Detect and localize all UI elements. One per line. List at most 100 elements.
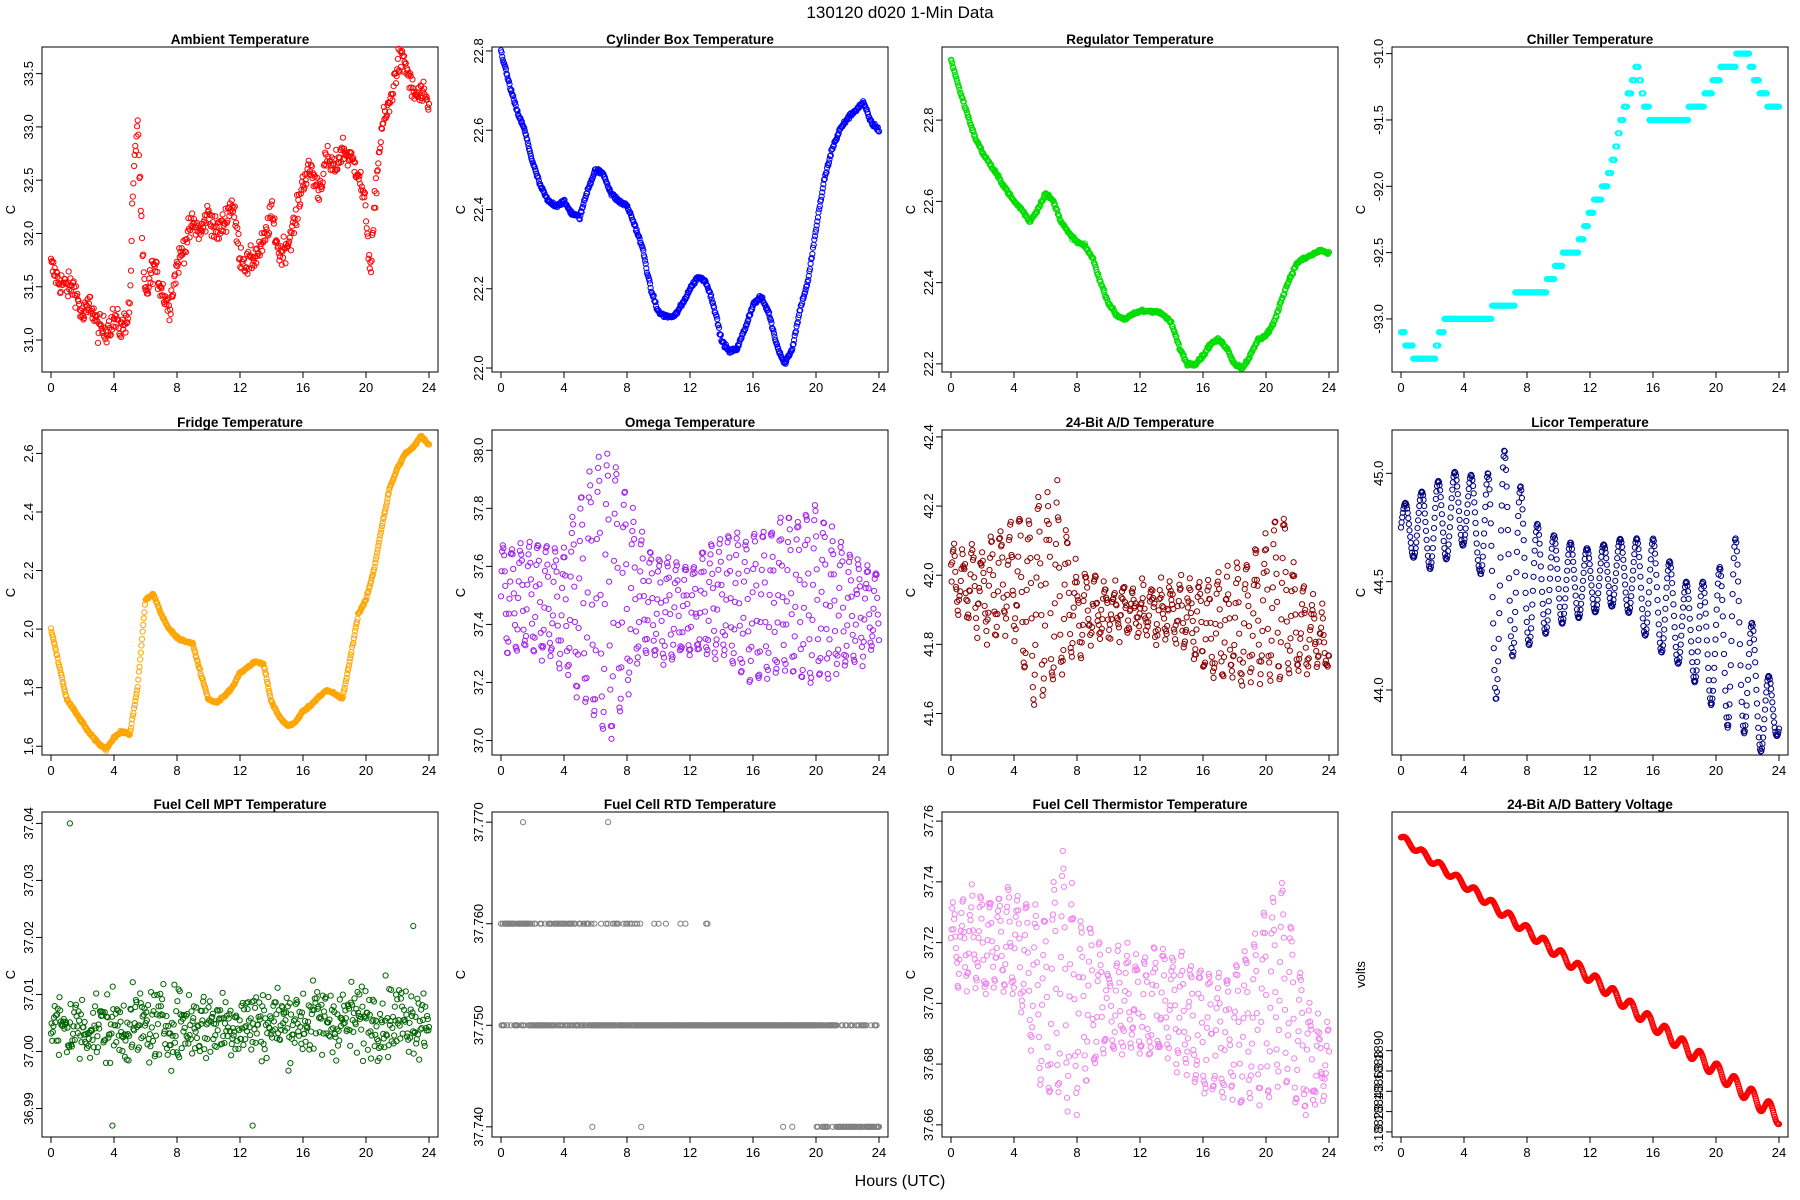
- y-tick-label: 41.6: [921, 701, 936, 726]
- data-point: [231, 214, 238, 221]
- data-point: [1612, 570, 1620, 577]
- data-point: [131, 162, 138, 170]
- data-point: [794, 319, 801, 326]
- data-point: [563, 622, 570, 630]
- data-point: [510, 565, 517, 573]
- data-point: [1620, 556, 1627, 563]
- data-point: [1521, 572, 1529, 579]
- data-point: [1183, 614, 1190, 621]
- data-point: [1272, 554, 1280, 561]
- data-point: [1297, 635, 1304, 642]
- data-point: [720, 652, 728, 659]
- data-point: [1241, 586, 1248, 593]
- data-point: [1053, 499, 1060, 506]
- data-point: [717, 332, 724, 339]
- data-point: [828, 523, 836, 530]
- data-point: [1422, 527, 1430, 535]
- y-tick-label: 2.6: [21, 444, 36, 462]
- data-point: [1464, 501, 1471, 508]
- data-point: [1004, 591, 1011, 599]
- data-point: [593, 535, 601, 543]
- data-point: [1303, 671, 1311, 678]
- data-point: [1604, 568, 1611, 575]
- data-point: [860, 638, 867, 645]
- data-point: [715, 322, 722, 329]
- data-point: [796, 576, 803, 584]
- data-point: [571, 618, 579, 626]
- data-point: [607, 686, 614, 693]
- data-point: [319, 183, 326, 190]
- data-point: [762, 643, 770, 650]
- data-point: [1270, 541, 1277, 548]
- data-point: [813, 533, 820, 540]
- x-tick-label: 12: [1133, 380, 1147, 395]
- data-point: [1556, 595, 1563, 602]
- data-point: [641, 254, 648, 261]
- data-point: [74, 290, 81, 297]
- data-point: [1189, 617, 1196, 625]
- data-point: [535, 177, 543, 184]
- data-point: [1099, 616, 1106, 623]
- data-point: [1440, 537, 1447, 545]
- data-point: [781, 667, 789, 674]
- data-point: [145, 290, 152, 297]
- data-point: [1061, 581, 1068, 588]
- data-point: [1429, 545, 1436, 552]
- data-point: [808, 254, 815, 261]
- data-point: [559, 584, 566, 592]
- data-point: [1310, 591, 1317, 598]
- data-point: [1545, 608, 1552, 615]
- data-point: [370, 227, 377, 234]
- data-point: [1432, 504, 1439, 511]
- data-point: [735, 570, 742, 577]
- y-tick-label: 44.5: [1371, 569, 1386, 594]
- data-point: [1057, 631, 1064, 638]
- data-point: [202, 228, 209, 235]
- data-point: [985, 609, 992, 616]
- data-point: [833, 671, 840, 678]
- y-axis-label: C: [1353, 588, 1368, 597]
- data-point: [979, 549, 986, 556]
- data-point: [144, 287, 151, 294]
- data-point: [957, 577, 964, 585]
- data-point: [1553, 556, 1560, 563]
- data-point: [1140, 581, 1147, 589]
- data-point: [1421, 510, 1428, 517]
- x-tick-label: 24: [1322, 763, 1336, 778]
- data-point: [1481, 530, 1488, 537]
- data-point: [1540, 611, 1547, 618]
- data-point: [498, 49, 505, 56]
- data-point: [787, 547, 794, 554]
- data-point: [617, 708, 624, 715]
- data-point: [517, 540, 524, 547]
- data-point: [287, 228, 294, 235]
- data-point: [499, 53, 506, 60]
- data-point: [324, 142, 331, 150]
- data-point: [356, 173, 363, 180]
- data-point: [1217, 622, 1224, 629]
- data-point: [812, 507, 819, 514]
- data-point: [1572, 592, 1579, 599]
- data-point: [859, 663, 866, 670]
- data-point: [722, 622, 729, 629]
- x-tick-label: 16: [746, 380, 760, 395]
- data-point: [352, 159, 359, 166]
- data-point: [1209, 668, 1217, 675]
- y-tick-label: 31.0: [21, 327, 36, 352]
- data-point: [1259, 627, 1266, 635]
- data-point: [576, 216, 583, 223]
- data-point: [282, 260, 289, 267]
- data-point: [1611, 591, 1618, 598]
- data-point: [733, 551, 740, 559]
- data-point: [392, 80, 400, 87]
- data-point: [290, 230, 298, 237]
- data-point: [1261, 560, 1268, 568]
- data-point: [129, 193, 136, 200]
- y-tick-label: 32.5: [21, 168, 36, 193]
- data-point: [811, 517, 818, 524]
- data-point: [1470, 490, 1477, 497]
- data-point: [1545, 598, 1552, 605]
- data-point: [1231, 614, 1239, 621]
- data-point: [1257, 671, 1264, 678]
- data-point: [1002, 615, 1010, 622]
